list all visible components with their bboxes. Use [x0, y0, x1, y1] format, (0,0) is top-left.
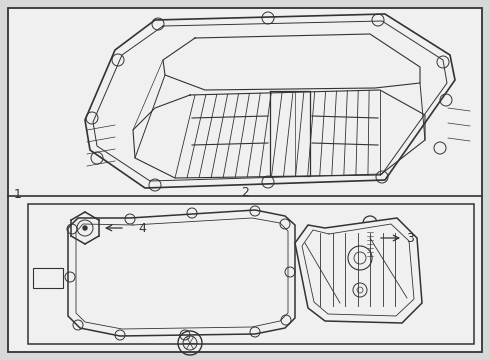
Text: 2: 2	[241, 185, 249, 198]
Polygon shape	[68, 210, 295, 336]
Circle shape	[83, 226, 87, 230]
Bar	[367, 230, 373, 258]
Polygon shape	[85, 14, 455, 188]
Polygon shape	[270, 91, 310, 176]
Bar	[28, 204, 474, 344]
Text: 4: 4	[138, 221, 146, 234]
Polygon shape	[295, 218, 422, 323]
Bar	[33, 268, 63, 288]
Text: 3: 3	[406, 231, 414, 244]
Text: 1: 1	[14, 188, 22, 201]
